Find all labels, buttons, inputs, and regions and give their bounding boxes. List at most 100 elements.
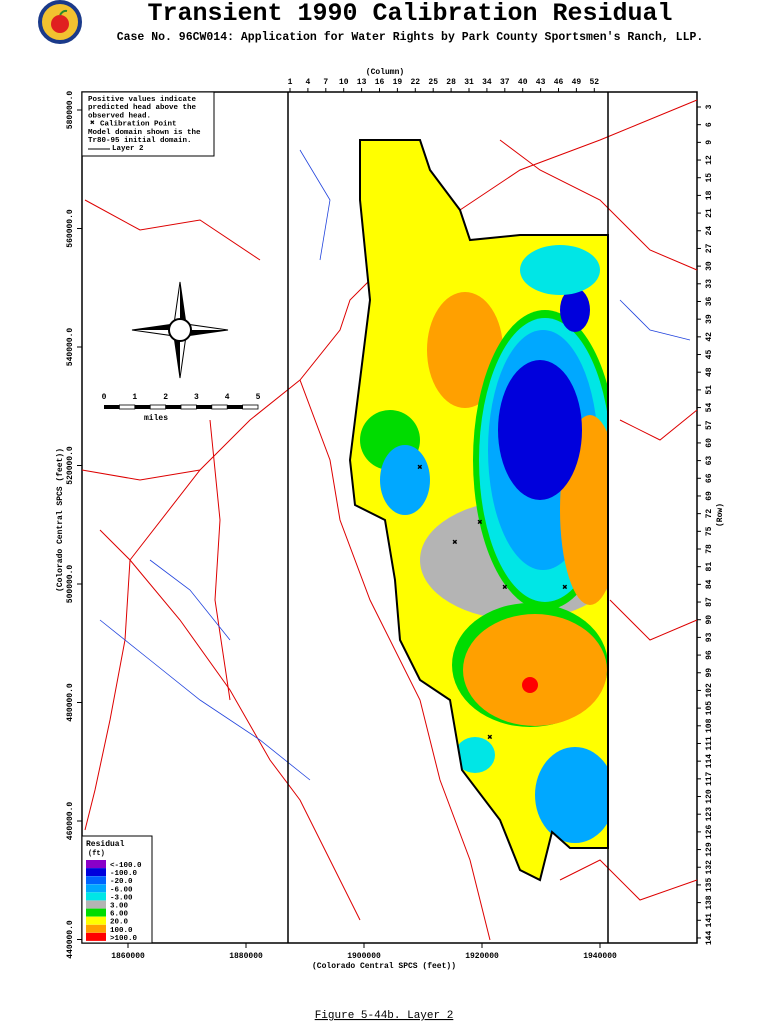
column-tick-label: 4 [305, 78, 310, 87]
legend-label: 20.0 [110, 919, 129, 927]
svg-text:✖: ✖ [562, 583, 567, 593]
column-tick-label: 31 [464, 78, 474, 87]
legend-label: -100.0 [110, 870, 138, 878]
x-tick-label: 1860000 [111, 952, 145, 961]
column-tick-label: 49 [572, 78, 582, 87]
row-tick-label: 30 [705, 261, 714, 271]
legend-swatch [86, 916, 106, 925]
note-box [81, 91, 215, 157]
row-tick-label: 108 [705, 718, 714, 733]
row-tick-label: 24 [705, 226, 714, 236]
scale-segment [104, 405, 120, 409]
row-tick-label: 48 [705, 367, 714, 377]
column-tick-label: 22 [410, 78, 420, 87]
note-line: Positive values indicate [88, 96, 197, 104]
row-label: (Row) [716, 503, 725, 527]
y-tick-label: 580000.0 [66, 91, 75, 130]
note-line: Calibration Point [100, 121, 177, 129]
row-tick-label: 114 [705, 754, 714, 769]
y-tick-label: 440000.0 [66, 920, 75, 959]
row-tick-label: 117 [705, 771, 714, 786]
legend-swatch [86, 924, 106, 933]
x-tick-label: 1880000 [229, 952, 263, 961]
scale-segment [180, 404, 197, 410]
scale-label: 0 [102, 393, 107, 402]
caption: Figure 5-44b. Layer 2 [315, 1010, 454, 1022]
zone [522, 677, 538, 693]
row-tick-label: 78 [705, 544, 714, 554]
scale-segment [196, 405, 212, 409]
svg-text:✖: ✖ [417, 463, 422, 473]
column-label: (Column) [366, 68, 404, 77]
row-tick-label: 66 [705, 473, 714, 483]
note-line: Tr80-95 initial domain. [88, 137, 192, 145]
zone [560, 288, 590, 332]
zone [380, 445, 430, 515]
zone [455, 737, 495, 773]
note-line: Model domain shown is the [88, 129, 201, 137]
row-tick-label: 87 [705, 597, 714, 607]
legend-swatch [86, 868, 106, 877]
legend-label: 3.00 [110, 903, 129, 911]
column-tick-label: 28 [446, 78, 456, 87]
svg-text:✖: ✖ [477, 518, 482, 528]
scale-segment [134, 405, 151, 409]
scale-label: 4 [225, 393, 230, 402]
scale-label: 1 [132, 393, 137, 402]
zone [535, 747, 608, 843]
x-axis-label: (Colorado Central SPCS (feet)) [312, 962, 456, 971]
note-line: predicted head above the [88, 104, 197, 112]
column-tick-label: 16 [375, 78, 385, 87]
svg-text:✖: ✖ [487, 733, 492, 743]
zone [463, 614, 607, 726]
column-tick-label: 13 [357, 78, 367, 87]
residual-surface [350, 140, 608, 880]
scale-label: 3 [194, 393, 199, 402]
row-tick-label: 111 [705, 736, 714, 751]
row-tick-label: 39 [705, 314, 714, 324]
svg-text:✖: ✖ [502, 583, 507, 593]
streams [99, 149, 691, 781]
legend-swatch [86, 860, 106, 868]
legend-title: Residual [86, 840, 125, 849]
row-tick-label: 84 [705, 579, 714, 589]
row-tick-label: 60 [705, 438, 714, 448]
row-tick-label: 99 [705, 668, 714, 678]
row-tick-label: 138 [705, 895, 714, 910]
row-tick-label: 102 [705, 683, 714, 698]
row-tick-label: 126 [705, 824, 714, 839]
row-tick-label: 132 [705, 860, 714, 875]
legend-label: -3.00 [110, 894, 133, 902]
x-tick-label: 1900000 [347, 952, 381, 961]
row-tick-label: 6 [705, 122, 714, 127]
row-tick-label: 81 [705, 562, 714, 572]
column-tick-label: 1 [288, 78, 293, 87]
row-tick-label: 120 [705, 789, 714, 804]
row-tick-label: 75 [705, 526, 714, 536]
note-line: observed head. [88, 112, 151, 120]
axes: (Column)1 4 7 10 13 16 19 22 25 28 31 34 37 40 43 46 49 5… [56, 68, 725, 971]
row-tick-label: 90 [705, 615, 714, 625]
row-tick-label: 27 [705, 243, 714, 253]
y-tick-label: 500000.0 [66, 565, 75, 604]
legend-swatch [86, 876, 106, 885]
column-tick-label: 34 [482, 78, 492, 87]
row-tick-label: 57 [705, 420, 714, 430]
row-tick-label: 45 [705, 350, 714, 360]
legend-label: 100.0 [110, 927, 133, 935]
legend-label: 6.00 [110, 911, 129, 919]
row-tick-label: 141 [705, 913, 714, 928]
scale-segment [119, 404, 136, 410]
zone [520, 245, 600, 295]
column-tick-label: 10 [339, 78, 349, 87]
y-tick-label: 540000.0 [66, 328, 75, 367]
zone [498, 360, 582, 500]
y-axis-label: (Colorado Central SPCS (feet)) [56, 448, 65, 592]
scale-bar: 0 1 2 3 4 5 miles [102, 393, 261, 423]
row-tick-label: 144 [705, 931, 714, 946]
row-tick-label: 135 [705, 878, 714, 893]
scale-label: 2 [163, 393, 168, 402]
row-tick-label: 93 [705, 632, 714, 642]
legend-swatch [86, 932, 106, 941]
